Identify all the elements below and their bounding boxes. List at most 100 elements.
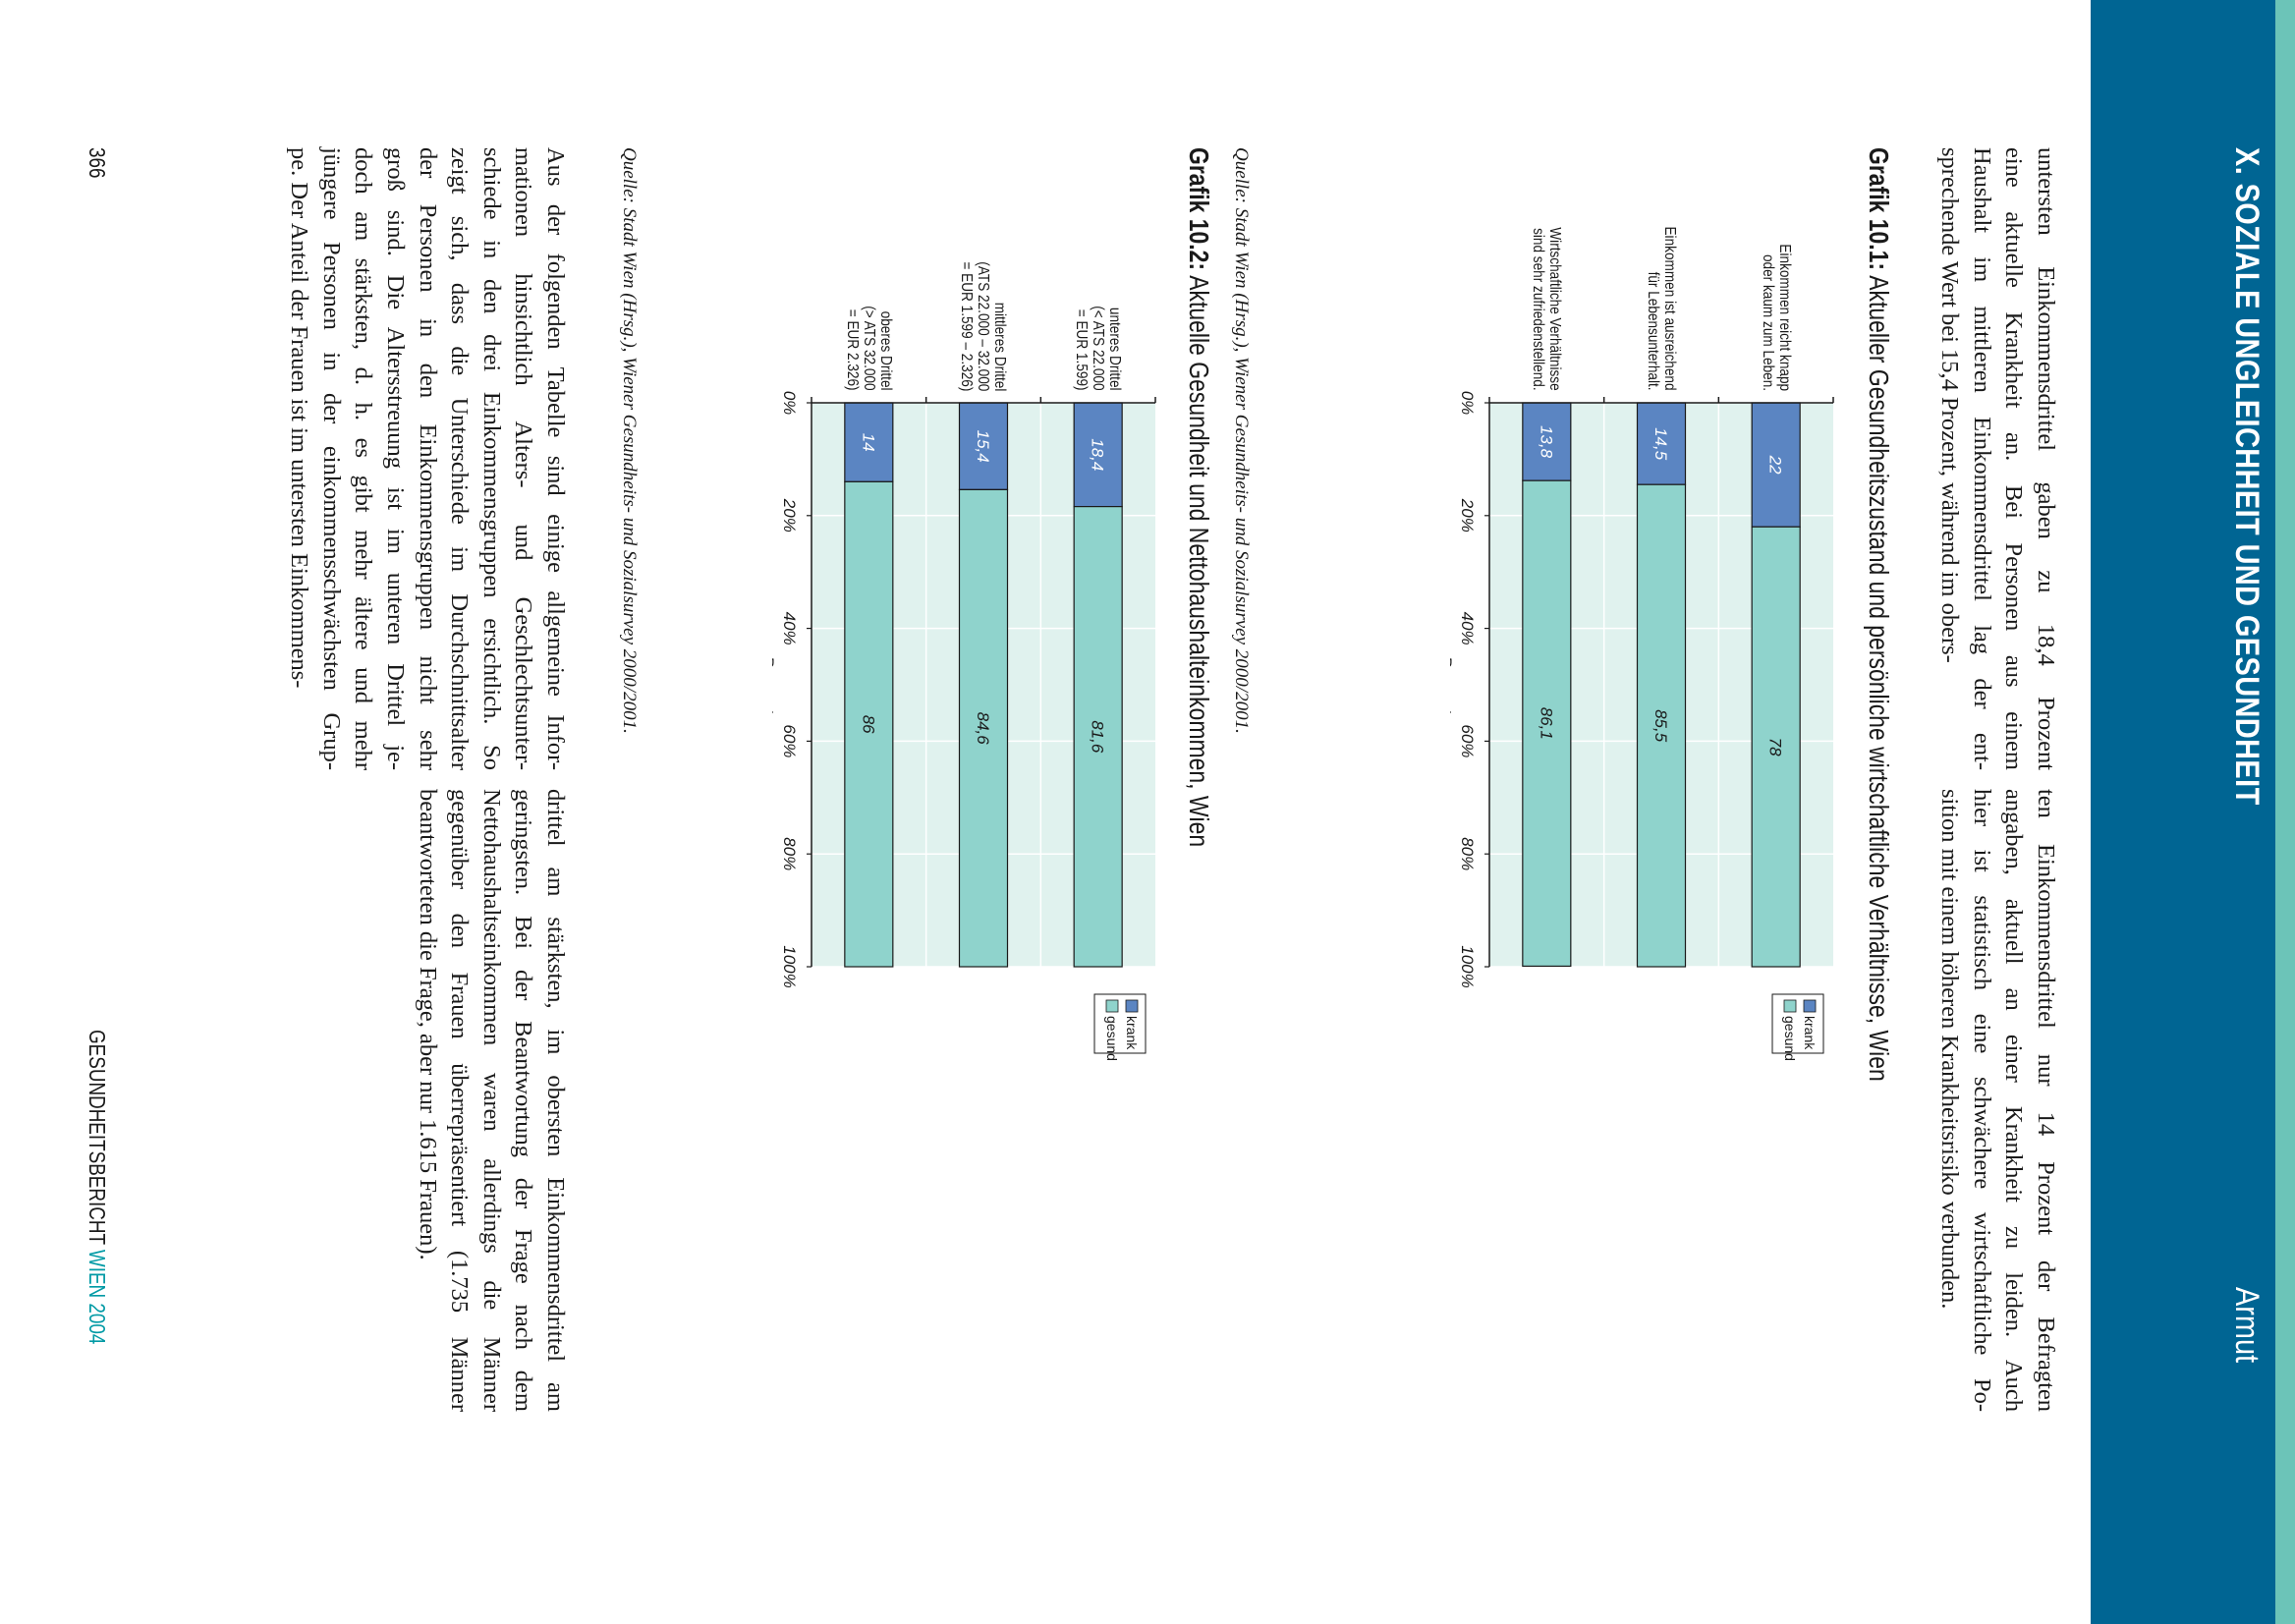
intro-column-2: ten Einkommensdrittel nur 14 Prozent der… <box>1933 789 2061 1412</box>
page-number: 366 <box>84 147 110 179</box>
legend-label-gesund: gesund <box>1782 1016 1798 1061</box>
body-col1-line: der Personen in den Einkommensgruppen ni… <box>414 147 441 770</box>
chart2-title: Grafik 10.2: Aktuelle Gesundheit und Net… <box>1183 147 1214 847</box>
category-label-line: Wirtschaftliche Verhältnisse <box>1546 227 1564 391</box>
intro-col2-line: hier ist statistisch eine schwächere wir… <box>1968 789 1995 1412</box>
intro-col2-line: angaben, aktuell an einer Krankheit zu l… <box>2000 789 2028 1412</box>
body-column-2: drittel am stärksten, im obersten Einkom… <box>411 789 571 1412</box>
x-tick-label: 80% <box>1458 837 1477 870</box>
chart1-title-text: Aktueller Gesundheitszustand und persönl… <box>1864 275 1894 1082</box>
section-name: Armut <box>2228 1287 2266 1364</box>
category-label-line: Einkommen reicht knapp <box>1775 244 1793 391</box>
body-column-1: Aus der folgenden Tabelle sind einige al… <box>283 147 571 770</box>
header-band: X. SOZIALE UNGLEICHHEIT UND GESUNDHEIT A… <box>2091 0 2295 1624</box>
x-tick-label: 0% <box>1458 391 1477 416</box>
body-col2-line: gegenüber den Frauen überrepräsentiert (… <box>446 789 474 1412</box>
intro-col2-line: ten Einkommensdrittel nur 14 Prozent der… <box>2033 789 2059 1412</box>
category-label: mittleres Drittel (ATS 22.000 – 32.000 = E… <box>959 261 1009 391</box>
category-label-line: oder kaum zum Leben. <box>1759 253 1776 391</box>
category-label-line: mittleres Drittel <box>991 302 1009 391</box>
bar-data-label: 81,6 <box>1089 720 1107 754</box>
category-label-line: oberes Drittel <box>876 311 894 391</box>
category-label: Einkommen reicht knapp oder kaum zum Lebe… <box>1760 244 1793 391</box>
chart1: 22 78 14,5 85,5 13,8 86,1 0% 20% 40% 60% 80% 100% Pr… <box>1436 147 1843 1326</box>
category-label: oberes Drittel (> ATS 32.000 = EUR 2.326) <box>844 307 894 391</box>
bar-data-label: 85,5 <box>1651 709 1670 743</box>
bar-gesund <box>1636 483 1687 968</box>
chart1-label: Grafik 10.1: <box>1864 147 1894 271</box>
bar-gesund <box>958 488 1009 968</box>
body-col1-line: mationen hinsichtlich Alters- und Geschl… <box>510 147 537 770</box>
x-axis-label: Prozent <box>772 656 777 715</box>
bar-gesund <box>1751 526 1801 968</box>
category-label: unteres Drittel (< ATS 22.000 = EUR 1.599) <box>1073 307 1123 391</box>
category-label-line: (> ATS 32.000 <box>860 306 877 391</box>
body-col1-line: doch am stärksten, d. h. es gibt mehr äl… <box>350 147 377 770</box>
bar-gesund <box>1073 506 1123 968</box>
category-label-line: = EUR 2.326) <box>843 309 861 391</box>
x-tick-label: 80% <box>780 837 799 870</box>
category-label-line: sind sehr zufriedenstellend. <box>1530 228 1547 391</box>
x-axis-label: Prozent <box>1450 656 1455 715</box>
x-tick-label: 60% <box>1458 724 1477 757</box>
bar-data-label: 15,4 <box>974 430 992 463</box>
x-tick-label: 20% <box>1458 498 1477 532</box>
body-col1-line: pe. Der Anteil der Frauen ist im unterst… <box>286 147 313 689</box>
body-col2-line: beantworteten die Frage, aber nur 1.615 … <box>414 789 441 1260</box>
chart2-source: Quelle: Stadt Wien (Hrsg.), Wiener Gesun… <box>619 147 640 734</box>
x-tick-label: 60% <box>780 724 799 757</box>
chart2-svg: 18,4 81,6 15,4 84,6 14 86 0% 20% 40% 60% 80% 100% Pr… <box>758 391 1156 1061</box>
bar-data-label: 13,8 <box>1537 425 1555 459</box>
intro-col1-line: Haushalt im mittleren Einkommensdrittel … <box>1968 147 1995 770</box>
legend-swatch-gesund <box>1783 999 1797 1013</box>
legend-label-krank: krank <box>1124 1016 1140 1050</box>
chart2-label: Grafik 10.2: <box>1184 147 1214 271</box>
body-col1-line: groß sind. Die Altersstreuung ist im unt… <box>382 147 410 770</box>
chart1-source: Quelle: Stadt Wien (Hrsg.), Wiener Gesun… <box>1231 147 1252 734</box>
category-label-line: (ATS 22.000 – 32.000 <box>975 260 992 391</box>
bar-data-label: 14 <box>859 433 877 452</box>
bar-data-label: 86 <box>859 715 877 734</box>
body-col2-line: Nettohaushaltseinkommen waren allerdings… <box>477 789 505 1412</box>
chart2-title-text: Aktuelle Gesundheit und Nettohaushaltein… <box>1184 275 1214 848</box>
legend-swatch-gesund <box>1105 999 1119 1013</box>
body-col2-line: drittel am stärksten, im obersten Einkom… <box>542 789 569 1412</box>
chapter-title: X. SOZIALE UNGLEICHHEIT UND GESUNDHEIT <box>2228 147 2266 806</box>
body-col1-line: schiede in den drei Einkommensgruppen er… <box>477 147 505 770</box>
bar-gesund <box>1522 479 1572 968</box>
legend-swatch-krank <box>1803 999 1817 1013</box>
chart1-title: Grafik 10.1: Aktueller Gesundheitszustan… <box>1863 147 1894 1082</box>
body-col1-line: zeigt sich, dass die Unterschiede im Dur… <box>446 147 474 770</box>
category-label: Einkommen ist ausreichend für Lebensunter… <box>1645 227 1678 391</box>
x-tick-label: 0% <box>780 391 799 416</box>
intro-col2-line: sition mit einem höheren Krankheitsrisik… <box>1936 789 1964 1310</box>
x-tick-label: 100% <box>1458 945 1477 987</box>
intro-col1-line: untersten Einkommensdrittel gaben zu 18,… <box>2033 147 2059 770</box>
x-tick-label: 40% <box>1458 612 1477 645</box>
bar-data-label: 14,5 <box>1651 427 1670 461</box>
legend-label-krank: krank <box>1802 1016 1818 1050</box>
bar-data-label: 18,4 <box>1089 438 1107 471</box>
category-label-line: = EUR 1.599 – 2.326) <box>958 261 976 391</box>
publication-name: GESUNDHEITSBERICHT WIEN 2004 <box>84 1030 110 1344</box>
chart1-svg: 22 78 14,5 85,5 13,8 86,1 0% 20% 40% 60% 80% 100% Pr… <box>1436 391 1834 1061</box>
publication-title: GESUNDHEITSBERICHT <box>84 1030 110 1250</box>
chart2: 18,4 81,6 15,4 84,6 14 86 0% 20% 40% 60% 80% 100% Pr… <box>758 147 1165 1326</box>
category-label: Wirtschaftliche Verhältnisse sind sehr zu… <box>1530 228 1563 391</box>
category-label-line: für Lebensunterhalt. <box>1645 272 1661 391</box>
category-label-line: (< ATS 22.000 <box>1090 306 1107 391</box>
x-tick-label: 40% <box>780 612 799 645</box>
body-col1-line: Aus der folgenden Tabelle sind einige al… <box>542 147 569 770</box>
bar-data-label: 78 <box>1766 738 1785 756</box>
category-label-line: Einkommen ist ausreichend <box>1661 226 1678 391</box>
legend-label-gesund: gesund <box>1104 1016 1120 1061</box>
bar-data-label: 84,6 <box>974 712 992 746</box>
body-col1-line: jüngere Personen in der einkommensschwäc… <box>317 147 345 770</box>
header-accent-strip <box>2275 0 2295 1624</box>
category-label-line: = EUR 1.599) <box>1073 309 1091 391</box>
publication-accent: WIEN 2004 <box>84 1249 110 1345</box>
body-col2-line: geringsten. Bei der Beantwortung der Fra… <box>510 789 537 1412</box>
legend-swatch-krank <box>1125 999 1139 1013</box>
x-tick-label: 100% <box>780 945 799 987</box>
